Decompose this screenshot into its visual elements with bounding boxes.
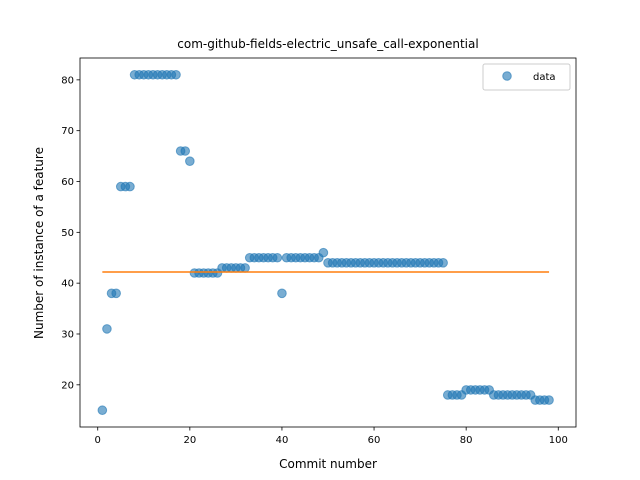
data-point bbox=[185, 156, 195, 166]
y-tick-label: 30 bbox=[61, 329, 74, 340]
axes-frame bbox=[79, 57, 577, 428]
data-point bbox=[318, 247, 329, 258]
x-tick-label: 80 bbox=[460, 435, 473, 446]
y-tick-label: 50 bbox=[61, 228, 74, 239]
legend-marker-data bbox=[502, 71, 512, 81]
data-point bbox=[544, 395, 554, 405]
plot-area bbox=[97, 69, 554, 416]
data-point bbox=[180, 146, 191, 156]
axes: 0 20 40 60 80 100 20 30 40 50 60 70 80 bbox=[61, 57, 577, 446]
legend-label-data: data bbox=[533, 72, 556, 83]
x-tick-label: 60 bbox=[368, 435, 381, 446]
y-tick-label: 80 bbox=[61, 75, 74, 86]
data-point bbox=[111, 288, 121, 299]
x-tick-label: 40 bbox=[276, 435, 289, 446]
y-tick-label: 70 bbox=[61, 126, 74, 137]
x-tick-label: 20 bbox=[183, 435, 196, 446]
data-point bbox=[277, 288, 287, 299]
data-point bbox=[97, 405, 108, 416]
y-tick-label: 20 bbox=[61, 380, 74, 391]
y-axis-label: Number of instance of a feature bbox=[32, 147, 46, 339]
data-point bbox=[171, 69, 181, 80]
legend-box bbox=[482, 63, 571, 91]
data-point bbox=[438, 258, 448, 268]
x-tick-label: 0 bbox=[95, 435, 101, 446]
y-tick-label: 60 bbox=[61, 177, 74, 188]
chart-title: com-github-fields-electric_unsafe_call-e… bbox=[177, 37, 478, 51]
data-point bbox=[102, 324, 112, 334]
data-point bbox=[272, 252, 283, 263]
y-tick-label: 40 bbox=[61, 279, 74, 290]
x-axis-label: Commit number bbox=[279, 457, 377, 471]
data-point bbox=[125, 181, 135, 192]
data-point bbox=[240, 263, 250, 273]
x-tick-label: 100 bbox=[549, 435, 568, 446]
legend: data bbox=[482, 63, 571, 91]
